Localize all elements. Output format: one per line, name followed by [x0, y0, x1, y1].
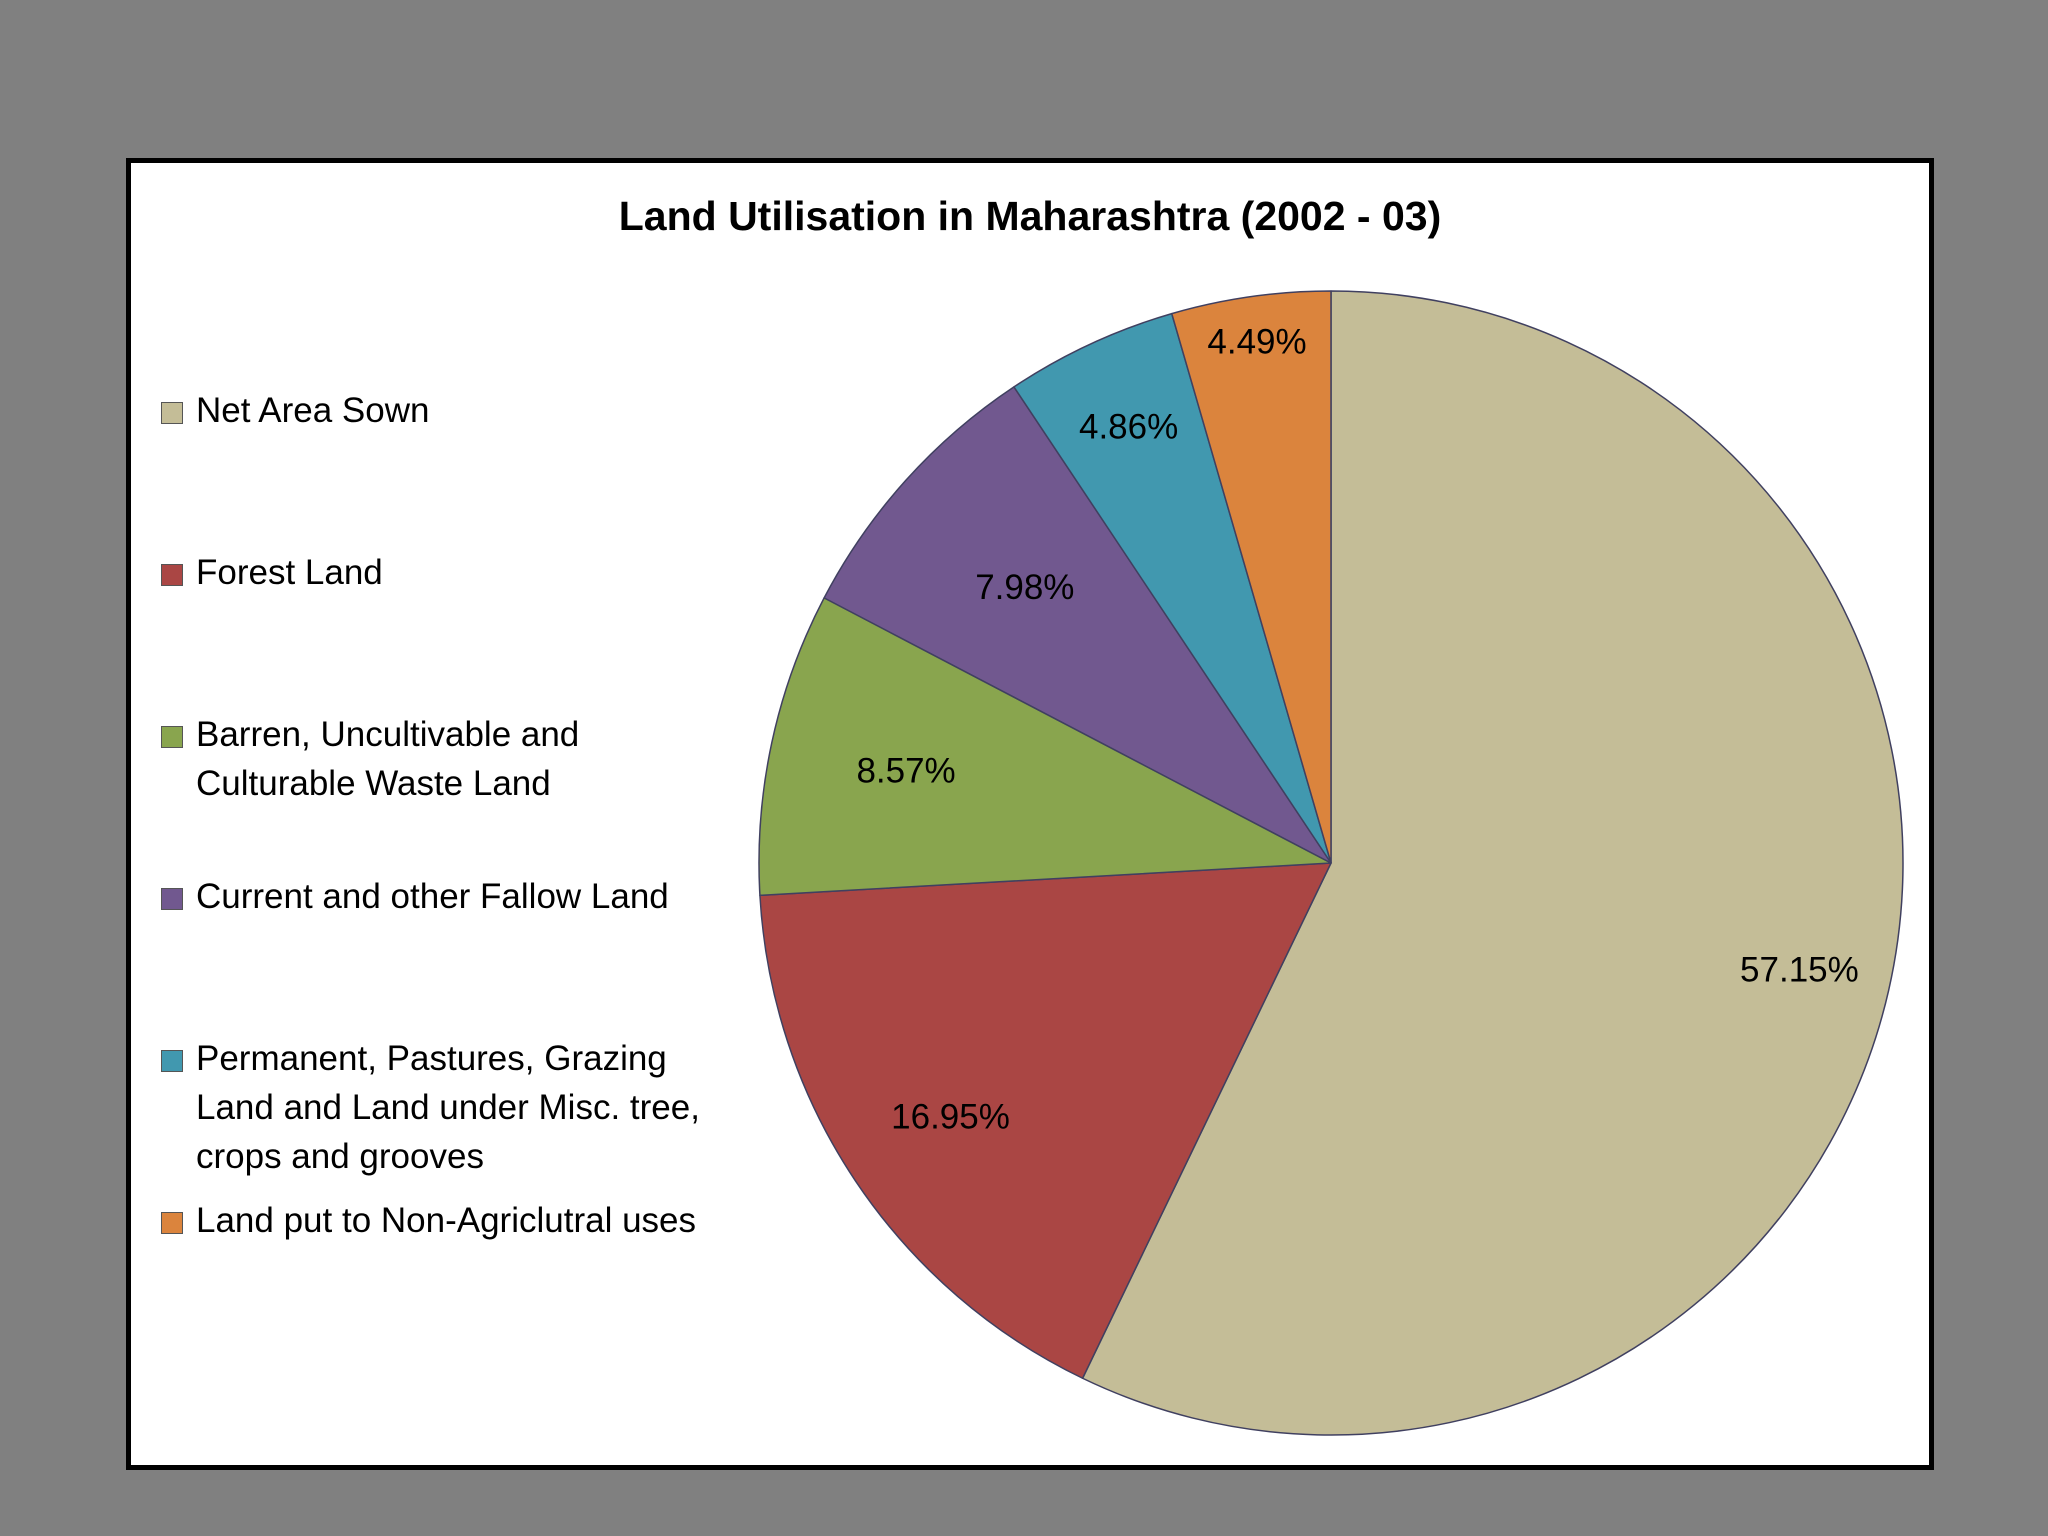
chart-title: Land Utilisation in Maharashtra (2002 - …	[618, 193, 1442, 239]
slice-label-5: 4.49%	[1207, 322, 1306, 361]
legend-label: Permanent, Pastures, Grazing Land and La…	[196, 1039, 700, 1176]
pie-slice-3	[823, 386, 1332, 864]
legend-label: Current and other Fallow Land	[196, 877, 669, 916]
pie-slice-0	[1081, 290, 1904, 1436]
pie-slice-4	[1013, 312, 1332, 864]
slice-label-0: 57.15%	[1740, 951, 1859, 990]
slice-label-3: 7.98%	[975, 568, 1074, 607]
slice-label-4: 4.86%	[1079, 408, 1178, 447]
legend-label: Forest Land	[196, 553, 383, 592]
chart-frame: Land Utilisation in Maharashtra (2002 - …	[126, 158, 1934, 1470]
legend-swatch	[161, 726, 183, 748]
pie-slice-2	[758, 597, 1332, 897]
legend-swatch	[161, 402, 183, 424]
pie-slice-1	[759, 862, 1332, 1379]
legend-swatch	[161, 888, 183, 910]
legend-swatch	[161, 1212, 183, 1234]
legend-swatch	[161, 564, 183, 586]
slice-label-2: 8.57%	[856, 752, 955, 791]
legend-label: Land put to Non-Agriclutral uses	[196, 1201, 696, 1240]
pie-slice-5	[1171, 290, 1332, 864]
legend-label: Net Area Sown	[196, 391, 430, 430]
slice-label-1: 16.95%	[891, 1098, 1010, 1137]
legend-swatch	[161, 1050, 183, 1072]
legend: Net Area Sown Forest Land Barren, Uncult…	[161, 163, 861, 1465]
legend-label: Barren, Uncultivable and Culturable Wast…	[196, 715, 580, 803]
pie-chart: 57.15% 16.95% 8.57% 7.98% 4.86% 4.49%	[758, 290, 1904, 1436]
